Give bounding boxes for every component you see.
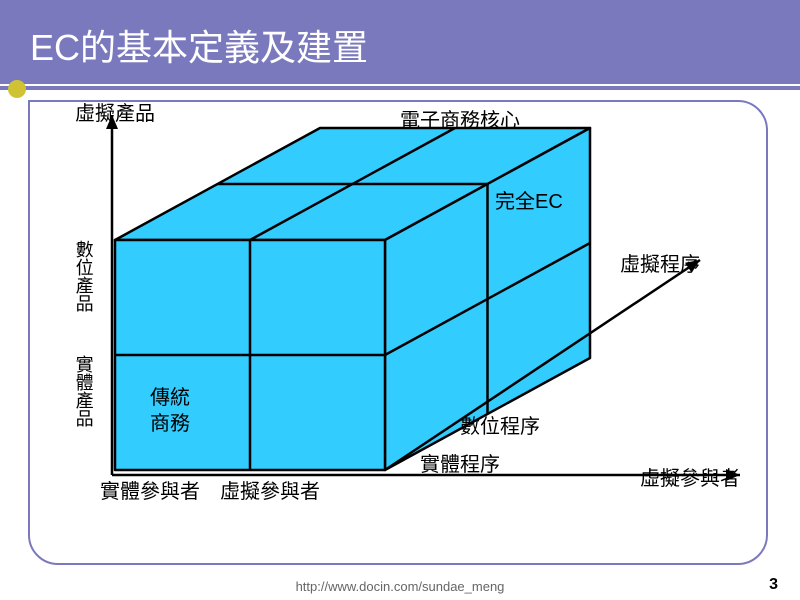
label-z1: 實體程序: [420, 453, 500, 477]
header-underline: [0, 84, 800, 86]
label-y-mid2: 實體產品: [72, 355, 94, 427]
label-z-end: 虛擬程序: [620, 253, 700, 277]
bullet-icon: [8, 80, 26, 98]
page-number: 3: [769, 576, 778, 594]
label-y-top: 虛擬產品: [75, 102, 155, 126]
slide-title: EC的基本定義及建置: [30, 19, 368, 71]
label-core: 電子商務核心: [400, 109, 520, 133]
label-full-ec: 完全EC: [495, 190, 563, 214]
label-z2: 數位程序: [460, 415, 540, 439]
label-traditional: 傳統商務: [150, 385, 190, 437]
slide-header: EC的基本定義及建置: [0, 0, 800, 90]
footer-url: http://www.docin.com/sundae_meng: [0, 579, 800, 594]
label-x2: 虛擬參與者: [220, 480, 320, 504]
label-x-end: 虛擬參與者: [640, 467, 740, 491]
cube-diagram: 虛擬產品 數位產品 實體產品 實體參與者 虛擬參與者 虛擬參與者 實體程序 數位…: [40, 105, 760, 565]
label-y-mid1: 數位產品: [72, 240, 94, 312]
label-x1: 實體參與者: [100, 480, 200, 504]
